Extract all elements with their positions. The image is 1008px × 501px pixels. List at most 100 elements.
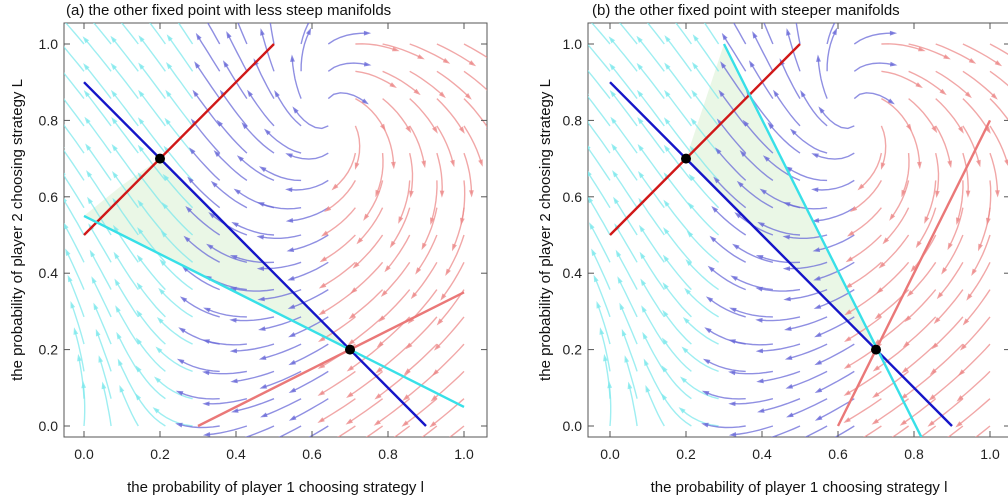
stream-arrowhead [202,370,210,376]
stream-line [149,23,166,45]
stream-arrowhead [112,171,119,179]
stream-line [625,358,638,399]
stream-arrowhead [288,359,296,366]
stream-line [393,425,411,437]
stream-line [382,70,418,94]
stream-line [436,316,465,349]
stream-arrowhead [588,171,592,177]
stream-line [759,287,801,292]
stream-line [365,425,384,437]
stream-line [289,207,329,222]
stream-line [611,92,638,127]
stream-line [935,289,964,322]
stream-arrowhead [154,376,161,383]
stream-line [195,64,221,100]
stream-line [787,316,828,330]
stream-arrowhead [442,58,451,64]
stream-arrowhead [317,363,326,369]
stream-arrowhead [261,441,269,446]
stream-line [294,109,329,130]
stream-line [704,423,746,429]
stream-line [931,370,964,399]
stream-line [113,146,139,181]
stream-line [989,43,1008,55]
stream-arrowhead [415,267,422,275]
stream-line [409,152,414,195]
stream-line [847,316,882,341]
stream-arrowhead [156,317,164,324]
stream-line [404,398,438,425]
stream-line [588,69,611,100]
stream-line [664,312,692,345]
stream-arrowhead [70,301,76,309]
stream-arrowhead [213,150,221,157]
stream-line [732,398,774,405]
stream-line [638,92,665,127]
stream-arrowhead [421,160,426,169]
stream-line [826,31,837,72]
stream-line [352,261,384,292]
stream-arrowhead [160,230,168,238]
stream-line [665,92,692,127]
stream-line [96,332,112,372]
stream-line [732,425,774,436]
stream-line [167,64,194,100]
stream-line [788,343,828,360]
stream-line [64,98,85,127]
x-tick-label: 0.6 [828,446,848,462]
stream-arrowhead [785,384,794,389]
stream-line [233,343,275,352]
stream-line [159,319,193,345]
stream-line [327,32,368,45]
stream-arrowhead [986,217,991,226]
stream-arrowhead [402,394,410,401]
stream-line [848,234,882,261]
stream-arrowhead [588,145,591,150]
stream-line [436,98,464,131]
stream-arrowhead [663,144,670,152]
stream-arrowhead [787,441,795,446]
stream-line [972,234,991,273]
stream-arrowhead [927,447,934,453]
stream-line [442,261,465,298]
stream-arrowhead [976,159,981,168]
stream-line [355,70,394,87]
stream-arrowhead [450,159,455,168]
stream-line [213,183,248,209]
stream-line [618,279,638,318]
stream-arrowhead [354,162,360,170]
stream-arrowhead [947,160,952,169]
stream-arrowhead [636,35,643,43]
stream-arrowhead [285,218,294,223]
stream-arrowhead [871,445,878,451]
stream-line [903,370,937,398]
stream-arrowhead [363,30,372,36]
stream-arrowhead [410,292,418,300]
y-tick-label: 1.0 [563,36,583,52]
stream-arrowhead [610,116,617,124]
stream-arrowhead [814,332,822,338]
stream-line [139,174,166,209]
stream-arrowhead [742,119,749,127]
stream-arrowhead [965,190,971,198]
stream-line [164,176,194,209]
stream-line [957,398,991,426]
stream-arrowhead [136,309,143,317]
stream-line [206,398,248,405]
stream-arrowhead [691,89,698,98]
stream-line [321,316,356,341]
stream-arrowhead [91,276,97,284]
stream-arrowhead [87,196,93,205]
plot-area [64,23,487,446]
stream-line [597,304,611,345]
stream-line [739,183,774,209]
stream-line [139,92,166,127]
stream-arrowhead [409,190,414,198]
stream-arrowhead [711,206,719,213]
stream-line [591,23,611,45]
stream-arrowhead [688,173,696,181]
stream-line [167,92,194,127]
stream-line [157,348,193,373]
stream-line [350,316,384,344]
stream-arrowhead [413,88,421,96]
